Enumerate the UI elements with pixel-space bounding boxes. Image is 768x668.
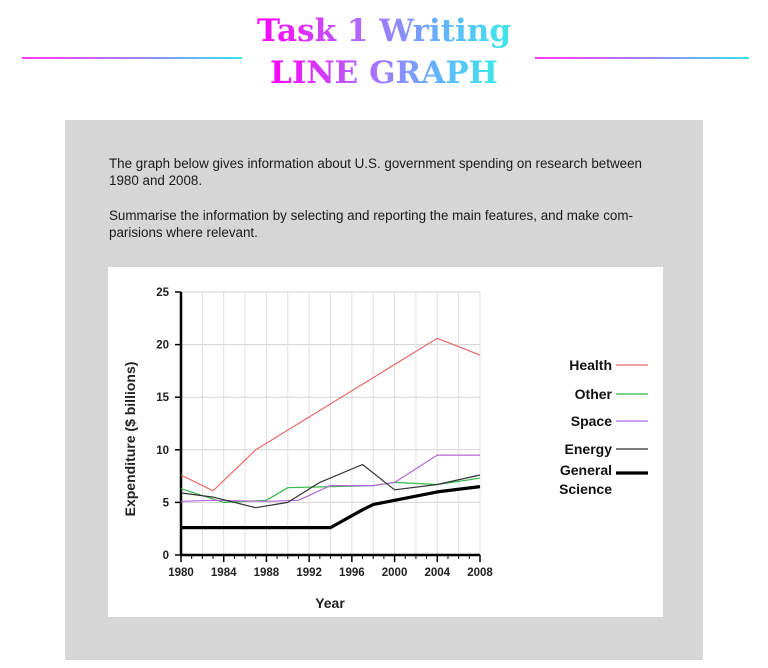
x-tick-label: 2000 bbox=[382, 567, 408, 579]
title-text-1: Task 1 Writing bbox=[256, 13, 512, 49]
legend-label-general-science: General bbox=[560, 462, 612, 478]
x-tick-label: 2008 bbox=[467, 567, 493, 579]
x-axis-label: Year bbox=[315, 595, 345, 611]
grid-layer bbox=[181, 291, 481, 555]
y-tick-label: 10 bbox=[156, 445, 169, 457]
series-line-space bbox=[180, 454, 480, 502]
line-chart: 0 5 10 15 20 25 1980 1984 1988 1992 1996 2000 2004 20… bbox=[122, 287, 648, 611]
legend-label-health: Health bbox=[569, 357, 612, 373]
page-header: Task 1 Writing LINE GRAPH bbox=[0, 0, 768, 100]
chart-container: 0 5 10 15 20 25 1980 1984 1988 1992 1996 2000 2004 20… bbox=[108, 267, 663, 617]
x-tick-label: 1992 bbox=[296, 567, 322, 579]
x-tick-label: 1996 bbox=[339, 567, 365, 579]
series-line-energy bbox=[180, 463, 481, 509]
y-tick-label: 25 bbox=[156, 287, 169, 299]
x-tick-label: 2004 bbox=[424, 567, 450, 579]
legend-label-space: Space bbox=[571, 413, 612, 429]
x-tick-label: 1988 bbox=[254, 567, 280, 579]
task-panel: The graph below gives information about … bbox=[65, 120, 703, 660]
axis-layer: 0 5 10 15 20 25 1980 1984 1988 1992 1996 2000 2004 20… bbox=[156, 287, 493, 579]
y-tick-label: 20 bbox=[156, 340, 169, 352]
legend-label-energy: Energy bbox=[565, 441, 613, 457]
prompt-paragraph-1: The graph below gives information about … bbox=[109, 156, 642, 188]
title-text-2: LINE GRAPH bbox=[270, 55, 498, 91]
y-tick-label: 15 bbox=[156, 392, 169, 404]
prompt-paragraph-2: Summarise the information by selecting a… bbox=[109, 208, 633, 240]
y-tick-label: 0 bbox=[163, 550, 169, 562]
title-line-2: LINE GRAPH bbox=[0, 54, 768, 92]
series-line-health bbox=[180, 337, 481, 492]
decorative-line-right bbox=[535, 57, 749, 59]
y-tick-label: 5 bbox=[163, 497, 170, 509]
legend: Health Other Space Energy General Science bbox=[559, 357, 648, 497]
title-line-1: Task 1 Writing bbox=[0, 12, 768, 50]
series-line-general-science bbox=[181, 485, 481, 530]
y-axis-label: Expenditure ($ billions) bbox=[122, 362, 138, 517]
legend-label-general-science: Science bbox=[559, 481, 612, 497]
x-tick-label: 1980 bbox=[168, 567, 194, 579]
legend-label-other: Other bbox=[575, 386, 613, 402]
decorative-line-left bbox=[22, 57, 242, 59]
series-layer bbox=[180, 337, 481, 530]
x-tick-label: 1984 bbox=[211, 567, 237, 579]
series-line-other bbox=[180, 477, 481, 503]
